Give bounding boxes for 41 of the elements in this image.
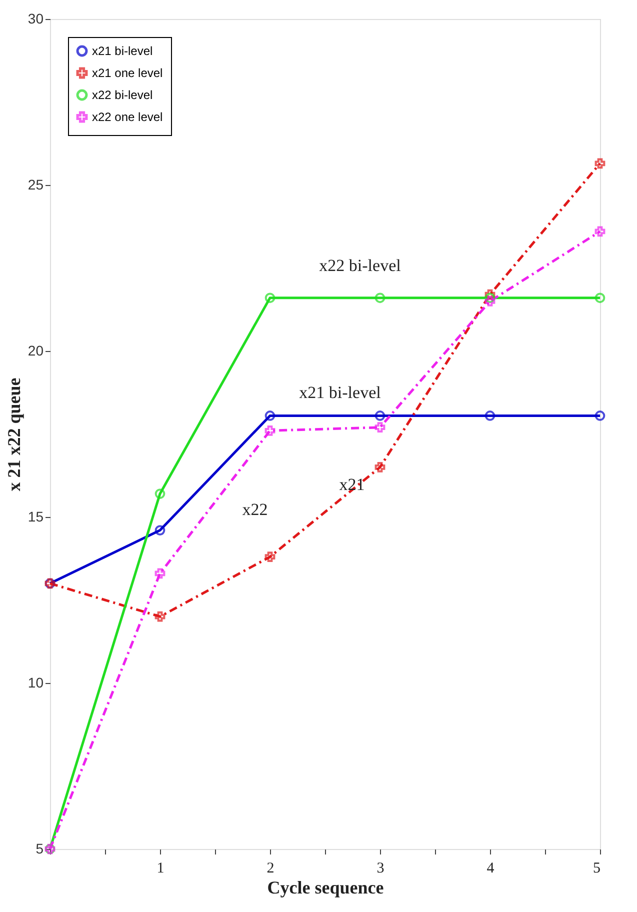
legend-label: x22 one level [92,110,163,124]
x-tick-label: 1 [156,860,164,876]
point [154,488,166,499]
x-tick-label: 5 [593,860,600,876]
point [264,410,276,421]
annotation: x22 bi-level [319,256,402,275]
x-tick-label: 3 [376,860,384,876]
point [594,292,606,304]
y-tick-label: 10 [28,674,44,690]
point [374,462,386,472]
point [154,611,166,622]
point [374,410,386,421]
annotation: x21 bi-level [299,383,382,402]
x-tick-label: 4 [486,860,495,876]
point [374,292,386,304]
legend-label: x22 bi-level [92,88,153,102]
x-tick-label: 2 [266,860,274,876]
legend-label: x21 bi-level [92,44,153,58]
point [594,158,606,169]
legend-label: x21 one level [92,66,163,80]
point [264,292,276,304]
point [484,292,496,304]
x-axis-title: Cycle sequence [267,878,384,898]
point [264,552,276,562]
y-tick-label: 25 [28,176,44,192]
point [484,410,496,421]
y-tick-label: 15 [28,508,44,524]
point [484,296,496,306]
point [594,410,606,421]
y-tick-label: 5 [36,840,44,856]
y-tick-label: 20 [28,342,44,358]
point [154,568,166,579]
annotation: x22 [242,500,268,519]
point [374,422,386,433]
point [484,289,496,300]
y-tick-label: 30 [28,10,44,26]
y-axis-title: x 21 x22 queue [4,378,24,492]
annotation: x21 [339,475,365,494]
point [264,425,276,436]
point [154,525,166,536]
point [594,226,606,237]
